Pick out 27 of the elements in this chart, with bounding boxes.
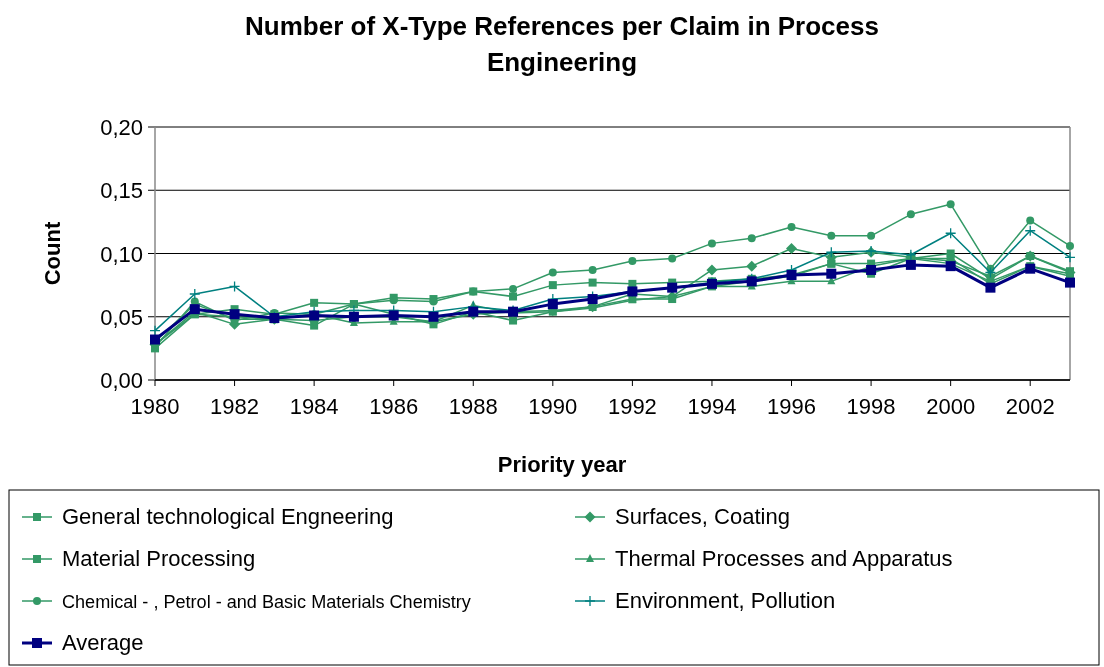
legend-label: General technological Engneering bbox=[62, 504, 394, 529]
x-tick-label: 1990 bbox=[528, 394, 578, 419]
x-tick-label: 1988 bbox=[448, 394, 498, 419]
x-tick-label: 1982 bbox=[210, 394, 260, 419]
x-tick-label: 1994 bbox=[687, 394, 737, 419]
legend-label: Environment, Pollution bbox=[615, 588, 836, 613]
y-tick-label: 0,05 bbox=[100, 304, 143, 330]
y-axis-title: Count bbox=[40, 221, 65, 286]
y-tick-label: 0,20 bbox=[100, 115, 143, 140]
y-tick-label: 0,10 bbox=[100, 241, 143, 267]
legend-label: Surfaces, Coating bbox=[615, 504, 790, 529]
x-tick-label: 1992 bbox=[607, 394, 657, 419]
x-axis-title: Priority year bbox=[497, 452, 627, 477]
x-tick-label: 2002 bbox=[1005, 394, 1055, 419]
legend-label: Average bbox=[62, 630, 144, 655]
legend-label: Chemical - , Petrol - and Basic Materials Chemistry bbox=[62, 592, 471, 612]
x-tick-label: 1998 bbox=[846, 394, 896, 419]
x-tick-label: 1996 bbox=[767, 394, 816, 419]
y-tick-label: 0,00 bbox=[100, 368, 143, 393]
x-tick-label: 2000 bbox=[926, 394, 976, 419]
chart-title: Number of X-Type References per Claim in Process Engineering bbox=[245, 11, 879, 77]
x-tick-label: 1980 bbox=[130, 394, 180, 419]
x-tick-label: 1984 bbox=[289, 394, 339, 419]
legend-label: Material Processing bbox=[62, 546, 256, 571]
legend-label: Thermal Processes and Apparatus bbox=[615, 546, 953, 571]
x-tick-label: 1986 bbox=[369, 394, 419, 419]
y-tick-label: 0,15 bbox=[100, 178, 143, 204]
